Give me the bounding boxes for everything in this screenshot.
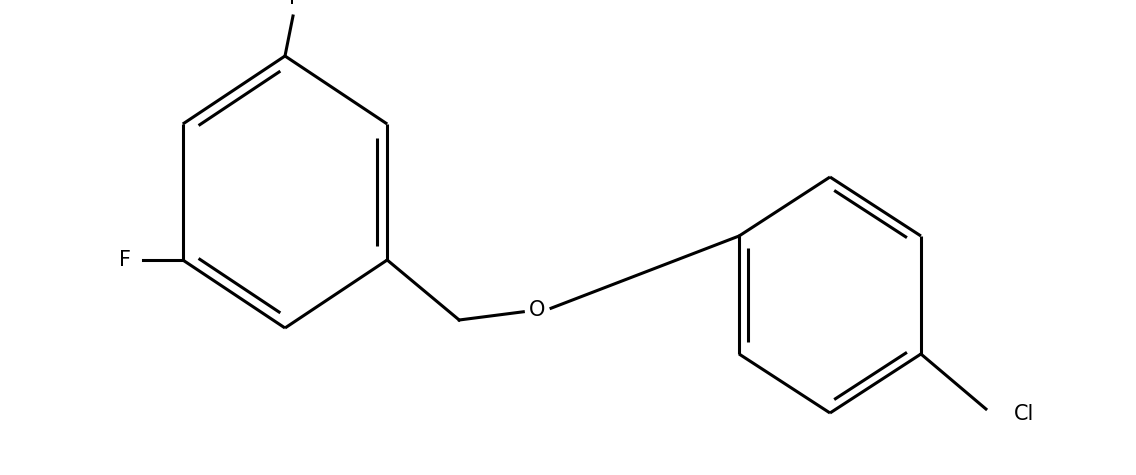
Text: O: O bbox=[529, 300, 545, 320]
Text: Cl: Cl bbox=[1014, 404, 1034, 424]
Text: F: F bbox=[289, 0, 301, 8]
Text: F: F bbox=[119, 250, 131, 270]
